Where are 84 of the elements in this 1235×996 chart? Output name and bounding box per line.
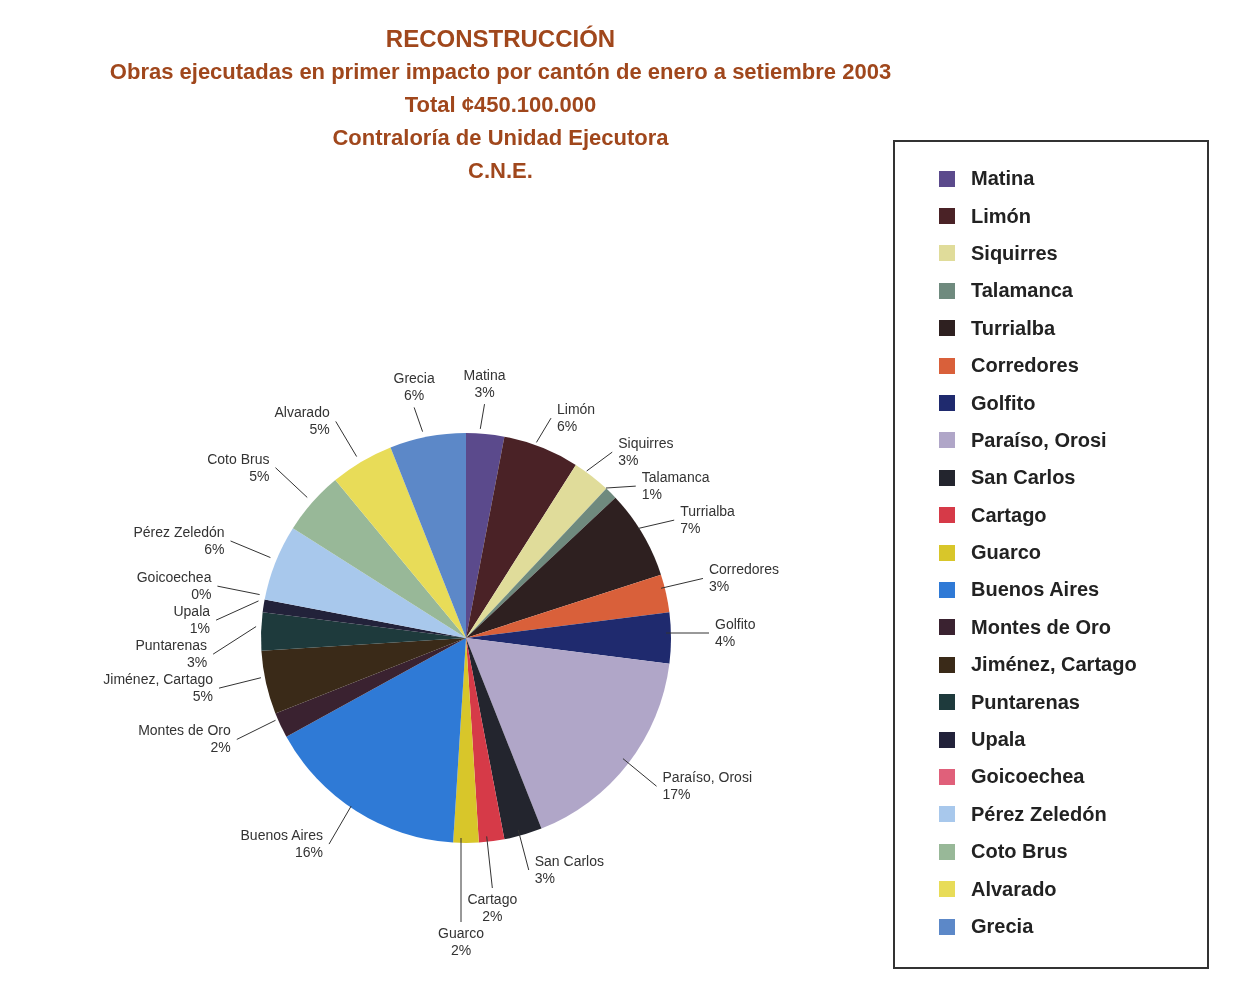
data-label: 3%: [534, 870, 555, 886]
pie-slice: [264, 528, 466, 638]
chart-title: RECONSTRUCCIÓN: [384, 24, 617, 54]
pie-slice: [390, 433, 466, 638]
data-label: 2%: [450, 942, 472, 958]
legend-label: Golfito: [971, 391, 1036, 415]
text: 0%: [191, 586, 212, 603]
pie-slice: [466, 488, 616, 638]
legend-label: Puntarenas: [971, 690, 1080, 714]
pie-slice: [466, 497, 661, 638]
data-label: 6%: [404, 387, 425, 404]
slice-label: Coto Brus: [207, 450, 270, 467]
data-label: 5%: [192, 688, 214, 705]
data-label: 3%: [186, 654, 208, 671]
pie-slice: [466, 436, 576, 638]
data-label: 6%: [557, 418, 578, 435]
data-label: 2%: [482, 908, 503, 924]
slice-label: Guarco: [438, 925, 485, 941]
legend-label: San Carlos: [971, 466, 1076, 490]
pie-slice: [275, 638, 466, 737]
slice-label: Pérez Zeledón: [133, 523, 225, 540]
slice-label: Jiménez, Cartago: [103, 671, 214, 688]
legend-label: Alvarado: [971, 877, 1057, 901]
slice-label: Alvarado: [274, 404, 330, 421]
legend-label: Cartago: [971, 503, 1047, 527]
chart-subtitle: Obras ejecutadas en primer impacto por cantón de enero a setiembre 2003: [108, 58, 893, 86]
data-label: 17%: [662, 786, 691, 803]
data-label: 5%: [249, 467, 270, 484]
data-label: 1%: [641, 486, 663, 503]
legend-label: Jiménez, Cartago: [971, 653, 1137, 677]
legend-label: Matina: [971, 167, 1035, 191]
legend-label: Limón: [971, 204, 1031, 228]
legend-label: Siquirres: [971, 241, 1058, 265]
pie-slice: [292, 480, 466, 638]
slice-label: Paraíso, Orosi: [662, 769, 753, 786]
text: Contraloría de Unidad Ejecutora: [331, 124, 670, 152]
slice-label: Siquirres: [618, 435, 674, 452]
legend-label: Pérez Zeledón: [971, 802, 1107, 826]
pie-slice: [466, 433, 505, 638]
pie-slice: [262, 599, 466, 638]
data-label: 2%: [210, 739, 231, 756]
data-label: 5%: [309, 421, 330, 438]
data-label: 7%: [680, 520, 701, 537]
data-label: 1%: [189, 620, 211, 637]
pie-slice: [335, 447, 466, 638]
data-label: 3%: [474, 384, 495, 401]
category-label: Goicoechea: [136, 569, 212, 586]
pie-slice: [261, 638, 466, 714]
slice-label: Montes de Oro: [138, 722, 231, 739]
pie-slice: [286, 638, 466, 843]
legend-label: Turrialba: [971, 316, 1056, 340]
slice-label: Puntarenas: [135, 637, 208, 654]
legend-label: Goicoechea: [971, 765, 1085, 789]
legend-label: Montes de Oro: [971, 615, 1112, 639]
slice-label: Talamanca: [641, 469, 710, 486]
text: Total ¢450.100.000: [403, 91, 598, 119]
data-label: 4%: [715, 633, 736, 649]
slice-label: Limón: [557, 401, 596, 418]
legend-label: Upala: [971, 728, 1026, 752]
data-label: 16%: [295, 844, 324, 861]
legend-label: Guarco: [971, 541, 1042, 565]
slice-label: Corredores: [708, 561, 780, 578]
data-label: 6%: [204, 540, 225, 557]
text: C.N.E.: [468, 158, 533, 183]
slice-label: Buenos Aires: [240, 827, 324, 844]
legend-label: Paraíso, Orosi: [971, 428, 1107, 452]
data-label: 3%: [618, 452, 639, 469]
legend-label: Grecia: [971, 915, 1034, 938]
slice-label: Golfito: [715, 616, 756, 632]
slice-label: Turrialba: [680, 503, 736, 520]
legend-label: Coto Brus: [971, 840, 1068, 864]
slice-label: Matina: [463, 367, 506, 384]
data-label: 3%: [708, 578, 730, 595]
slice-label: Upala: [173, 603, 211, 620]
slice-label: Cartago: [467, 891, 518, 907]
legend-label: Corredores: [971, 354, 1079, 378]
pie-slice: [466, 464, 607, 638]
slice-label: San Carlos: [534, 853, 605, 869]
slice-label: Grecia: [393, 370, 435, 387]
pie-slice: [466, 638, 542, 840]
legend-label: Talamanca: [971, 279, 1073, 303]
pie-slice: [466, 638, 505, 843]
legend-label: Buenos Aires: [971, 578, 1100, 602]
pie-slice: [466, 574, 670, 638]
